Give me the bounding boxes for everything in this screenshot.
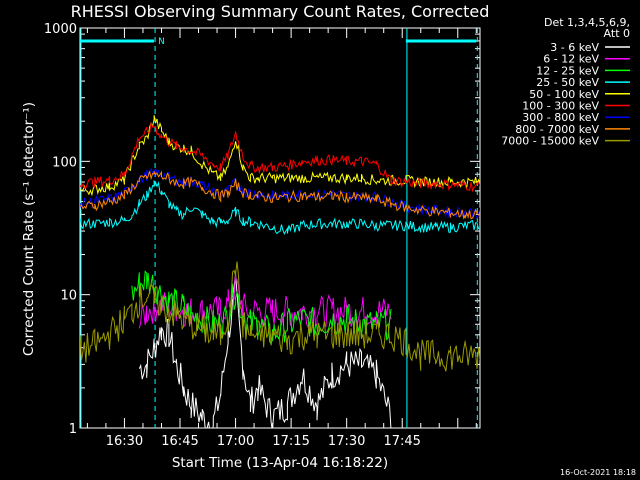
- legend-label: 12 - 25 keV: [536, 64, 599, 77]
- legend-header: Att 0: [604, 27, 630, 40]
- x-tick-label: 17:15: [272, 434, 309, 449]
- series-line: [80, 121, 480, 193]
- series-line: [80, 261, 480, 372]
- legend-label: 3 - 6 keV: [550, 41, 599, 54]
- legend-header: Det 1,3,4,5,6,9,: [544, 16, 630, 29]
- series-line: [80, 180, 480, 235]
- tick-labels: 16:30 16:45 17:00 17:15 17:30 17:45 1 10 100 1000: [44, 22, 421, 449]
- x-axis-label: Start Time (13-Apr-04 16:18:22): [172, 455, 388, 471]
- legend-label: 25 - 50 keV: [536, 76, 599, 89]
- series-line: [138, 274, 392, 428]
- x-tick-label: 17:30: [328, 434, 365, 449]
- plot-frame: [79, 27, 481, 429]
- series-line: [131, 270, 392, 346]
- legend-label: 300 - 800 keV: [522, 111, 599, 124]
- series-line: [80, 170, 480, 220]
- x-tick-label: 17:00: [217, 434, 254, 449]
- series-group: [80, 115, 480, 428]
- legend-label: 7000 - 15000 keV: [501, 135, 599, 148]
- x-tick-label: 16:30: [106, 434, 143, 449]
- chart-title: RHESSI Observing Summary Count Rates, Co…: [71, 2, 490, 21]
- x-tick-label: 17:45: [383, 434, 420, 449]
- y-tick-label: 1000: [44, 22, 77, 37]
- x-tick-label: 16:45: [161, 434, 198, 449]
- y-tick-label: 1: [69, 422, 77, 437]
- series-line: [80, 115, 480, 197]
- y-tick-label: 10: [60, 289, 77, 304]
- legend-label: 800 - 7000 keV: [515, 123, 599, 136]
- legend-label: 50 - 100 keV: [529, 88, 599, 101]
- y-axis-label: Corrected Count Rate (s⁻¹ detector⁻¹): [21, 102, 37, 356]
- y-tick-label: 100: [52, 155, 77, 170]
- legend-label: 100 - 300 keV: [522, 100, 599, 113]
- legend-label: 6 - 12 keV: [543, 53, 599, 66]
- footer-date: 16-Oct-2021 18:18: [560, 468, 636, 477]
- night-marker-label: N: [158, 37, 165, 47]
